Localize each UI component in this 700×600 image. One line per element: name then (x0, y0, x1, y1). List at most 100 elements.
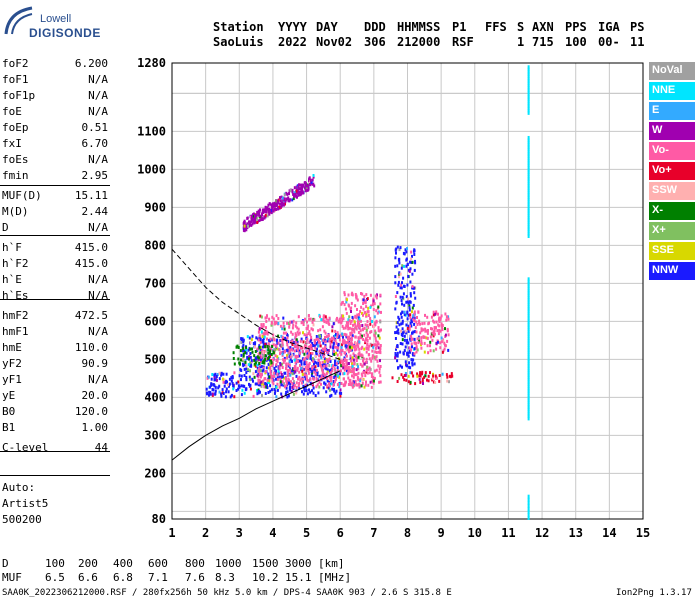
hdr-ffs: FFS (485, 20, 507, 34)
echo-point (265, 210, 268, 214)
echo-point (271, 380, 274, 384)
echo-point (317, 391, 320, 395)
echo-point (288, 368, 291, 372)
echo-point (328, 316, 331, 320)
echo-point (402, 292, 405, 296)
echo-point (307, 366, 309, 369)
echo-point (300, 366, 303, 370)
footer-value: 400 (113, 557, 133, 570)
echo-point (272, 333, 275, 337)
echo-point (360, 384, 363, 388)
echo-point (307, 354, 310, 358)
echo-point (266, 383, 268, 387)
echo-point (330, 340, 333, 344)
echo-point (305, 327, 308, 330)
echo-point (297, 193, 300, 197)
echo-point (285, 381, 288, 385)
echo-point (379, 365, 382, 368)
param-row: D N/A (2, 221, 108, 237)
echo-point (361, 381, 364, 385)
echo-point (320, 374, 323, 378)
echo-point (347, 366, 350, 370)
echo-point (218, 384, 221, 388)
echo-point (315, 368, 318, 372)
echo-point (266, 314, 268, 318)
nne-echo-point (527, 318, 530, 323)
echo-point (397, 366, 399, 370)
echo-point (272, 362, 274, 366)
echo-point (413, 268, 416, 272)
nne-echo-point (527, 382, 530, 387)
echo-point (345, 348, 348, 352)
echo-point (370, 359, 373, 363)
echo-point (291, 343, 294, 346)
logo-lowell: Lowell (40, 13, 72, 25)
nne-echo-point (527, 320, 530, 325)
echo-point (338, 335, 341, 339)
echo-point (218, 371, 221, 375)
echo-point (378, 329, 381, 333)
echo-point (357, 338, 360, 342)
echo-point (394, 307, 397, 311)
echo-point (324, 349, 327, 352)
echo-point (373, 315, 376, 319)
echo-point (413, 322, 416, 326)
echo-point (445, 318, 448, 322)
echo-point (376, 340, 379, 344)
echo-point (308, 177, 311, 181)
echo-point (372, 299, 375, 303)
echo-point (286, 321, 289, 325)
echo-point (300, 189, 303, 193)
echo-point (293, 370, 296, 374)
echo-point (444, 327, 446, 331)
echo-point (343, 351, 346, 355)
echo-point (349, 322, 352, 325)
echo-point (323, 364, 326, 368)
legend-item-x: X+ (649, 222, 695, 240)
echo-point (439, 316, 442, 320)
echo-point (211, 373, 214, 376)
echo-point (252, 212, 255, 216)
echo-point (269, 210, 272, 214)
echo-point (343, 372, 346, 376)
echo-point (353, 328, 355, 332)
echo-point (223, 378, 226, 382)
echo-point (399, 364, 402, 368)
x-tick-label: 15 (636, 526, 650, 540)
echo-point (313, 184, 316, 188)
echo-point (221, 377, 224, 381)
echo-point (322, 316, 325, 320)
echo-point (304, 189, 307, 193)
echo-point (284, 358, 286, 362)
echo-point (345, 341, 348, 344)
echo-point (362, 328, 364, 332)
echo-point (283, 350, 286, 354)
echo-point (396, 351, 399, 355)
echo-point (411, 260, 414, 264)
echo-point (212, 383, 215, 387)
echo-point (273, 371, 276, 375)
nne-echo-point (527, 377, 530, 382)
echo-point (253, 219, 256, 223)
echo-point (400, 322, 403, 326)
nne-echo-point (527, 389, 530, 394)
params-separator (0, 235, 110, 236)
x-tick-label: 6 (337, 526, 344, 540)
nne-echo-point (527, 149, 530, 154)
nne-echo-point (527, 494, 530, 499)
echo-point (407, 324, 410, 328)
echo-point (345, 346, 348, 350)
echo-point (355, 347, 358, 351)
echo-point (275, 359, 278, 362)
param-row: yF2 90.9 (2, 357, 108, 373)
echo-point (260, 215, 262, 219)
y-tick-label: 700 (144, 276, 166, 290)
echo-point (403, 264, 405, 268)
echo-point (304, 371, 307, 375)
param-value: N/A (88, 273, 108, 286)
echo-point (280, 343, 283, 347)
echo-point (344, 307, 347, 311)
echo-point (372, 297, 375, 301)
echo-point (285, 379, 288, 383)
echo-point (267, 362, 270, 366)
